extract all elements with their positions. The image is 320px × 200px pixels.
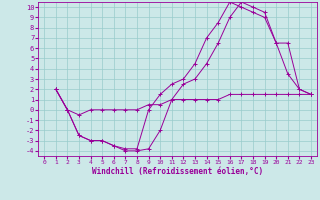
X-axis label: Windchill (Refroidissement éolien,°C): Windchill (Refroidissement éolien,°C) <box>92 167 263 176</box>
